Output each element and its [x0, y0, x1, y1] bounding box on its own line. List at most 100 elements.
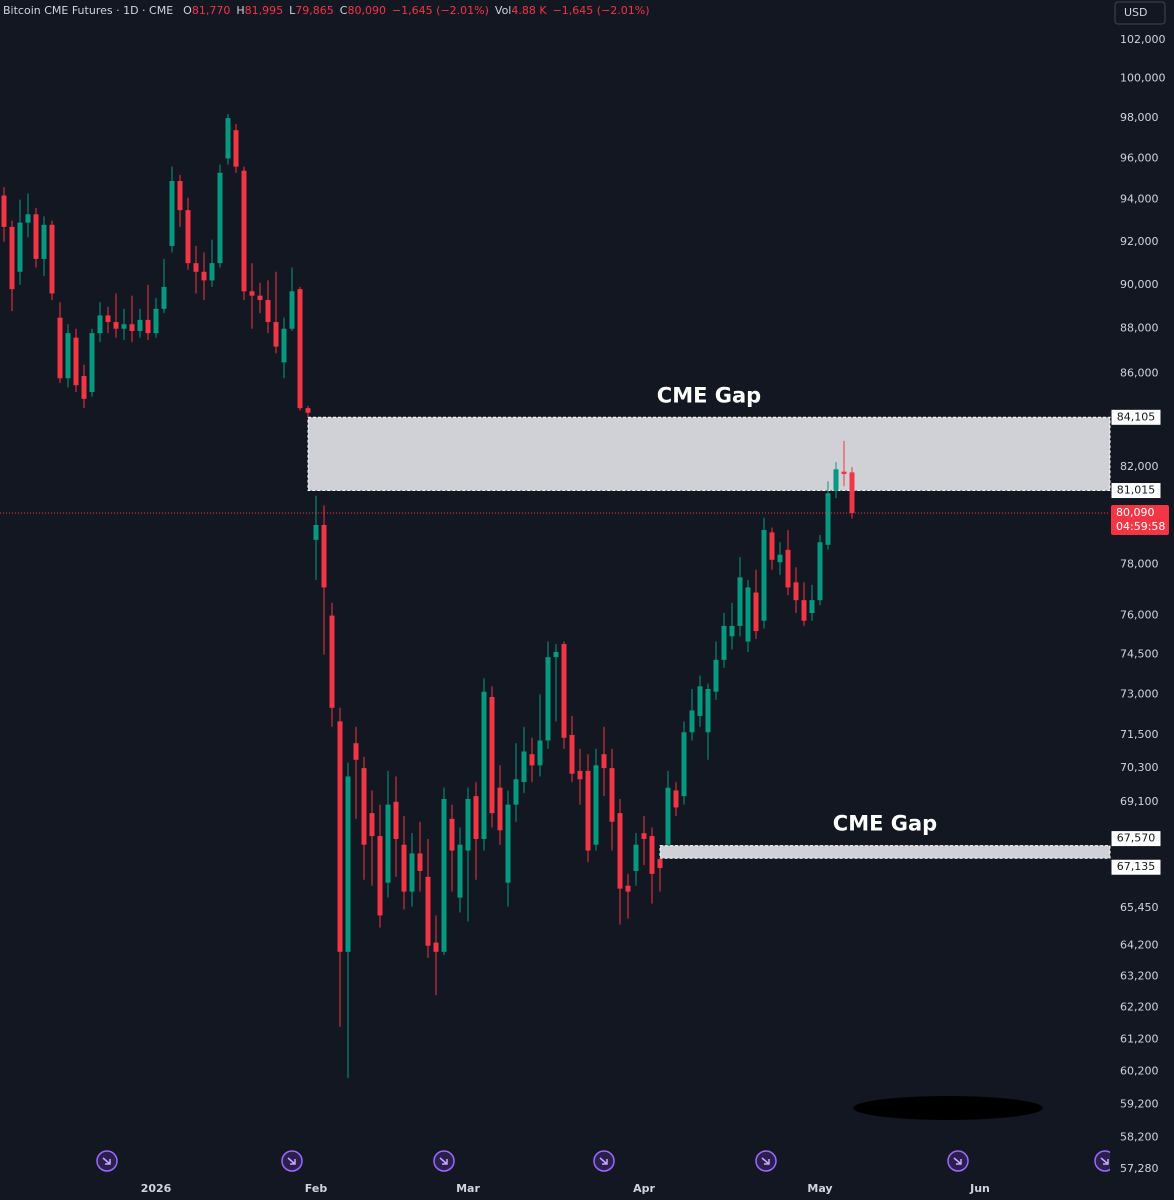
candle-body	[633, 844, 639, 871]
y-tick-label: 78,000	[1120, 558, 1159, 571]
candle-body	[745, 587, 751, 642]
y-tick-label: 100,000	[1120, 72, 1166, 85]
candle-body	[785, 549, 791, 588]
y-tick-label: 102,000	[1120, 33, 1166, 46]
candle-body	[321, 525, 327, 588]
candle-body	[345, 776, 351, 952]
candle-body	[705, 689, 711, 733]
y-tick-label: 58,200	[1120, 1131, 1159, 1144]
candle-body	[649, 836, 655, 874]
y-tick-label: 59,200	[1120, 1097, 1159, 1110]
candle-body	[1, 195, 7, 227]
candle-body	[713, 659, 719, 692]
event-icon[interactable]	[947, 1150, 969, 1172]
candle-body	[625, 885, 631, 892]
candle-body	[729, 625, 735, 637]
candle-body	[665, 787, 671, 845]
y-tick-label: 86,000	[1120, 367, 1159, 380]
currency: USD	[1124, 6, 1148, 19]
candle-body	[553, 651, 559, 658]
candle-body	[17, 222, 23, 272]
candle-body	[737, 577, 743, 626]
candle-body	[521, 751, 527, 783]
candle-body	[329, 615, 335, 708]
price-tag	[1110, 830, 1162, 848]
candle-body	[233, 130, 239, 167]
candle-body	[257, 295, 263, 301]
candle-body	[753, 592, 759, 632]
price-axis	[1110, 26, 1174, 1200]
candle-body	[833, 469, 839, 491]
y-tick-label: 69,100	[1120, 795, 1159, 808]
y-tick-label: 60,200	[1120, 1065, 1159, 1078]
candle-body	[617, 813, 623, 889]
price-tag-label: 67,570	[1117, 832, 1156, 845]
candle-body	[273, 322, 279, 347]
legend-key: C	[339, 4, 348, 17]
candle-body	[265, 300, 271, 323]
legend-key: H	[236, 4, 245, 17]
candle-body	[129, 324, 135, 331]
price-tag-label: 67,135	[1117, 860, 1156, 873]
candle-body	[241, 170, 247, 292]
gap-label: CME Gap	[833, 812, 937, 836]
candle-body	[769, 532, 775, 560]
candle-body	[601, 754, 607, 769]
candle-body	[313, 525, 319, 540]
candle-body	[505, 804, 511, 883]
candle-body	[385, 804, 391, 883]
event-icon[interactable]	[96, 1150, 118, 1172]
event-icons	[96, 1150, 1116, 1172]
event-icon[interactable]	[281, 1150, 303, 1172]
candle-body	[585, 770, 591, 851]
volume-change: −1,645 (−2.01%)	[552, 4, 650, 17]
candle-body	[449, 818, 455, 851]
candle-body	[105, 315, 111, 323]
y-tick-label: 71,500	[1120, 728, 1159, 741]
legend-key: L	[289, 4, 296, 17]
y-tick-label: 76,000	[1120, 609, 1159, 622]
candle-body	[465, 798, 471, 851]
candle-body	[529, 754, 535, 766]
candle-body	[33, 214, 39, 259]
candle-body	[249, 291, 255, 296]
candle-body	[841, 471, 847, 475]
candle-body	[409, 853, 415, 892]
candle-body	[561, 644, 567, 738]
x-tick-label: Mar	[456, 1182, 480, 1195]
y-tick-label: 63,200	[1120, 969, 1159, 982]
candle-body	[641, 833, 647, 839]
candle-body	[281, 328, 287, 363]
candle-body	[489, 697, 495, 814]
currency-box[interactable]	[1114, 1, 1166, 25]
candle-body	[569, 734, 575, 774]
countdown: 04:59:58	[1116, 520, 1165, 533]
candle-body	[473, 796, 479, 839]
candle-body	[593, 765, 599, 845]
candle-body	[297, 289, 303, 409]
y-tick-label: 88,000	[1120, 322, 1159, 335]
candle-body	[689, 710, 695, 733]
legend-value: 80,090	[347, 4, 386, 17]
event-icon[interactable]	[593, 1150, 615, 1172]
candle-body	[777, 554, 783, 563]
y-tick-label: 94,000	[1120, 193, 1159, 206]
candle-body	[73, 337, 79, 386]
y-tick-label: 73,000	[1120, 687, 1159, 700]
candle-body	[217, 172, 223, 264]
event-icon[interactable]	[433, 1150, 455, 1172]
y-tick-label: 82,000	[1120, 460, 1159, 473]
y-tick-label: 96,000	[1120, 151, 1159, 164]
candle-body	[97, 315, 103, 334]
candle-body	[81, 375, 87, 399]
event-icon[interactable]	[755, 1150, 777, 1172]
x-tick-label: Feb	[305, 1182, 328, 1195]
candle-body	[377, 836, 383, 916]
candle-body	[761, 529, 767, 621]
candle-body	[401, 844, 407, 892]
y-tick-label: 70,300	[1120, 761, 1159, 774]
candle-body	[793, 582, 799, 601]
candle-body	[425, 876, 431, 946]
